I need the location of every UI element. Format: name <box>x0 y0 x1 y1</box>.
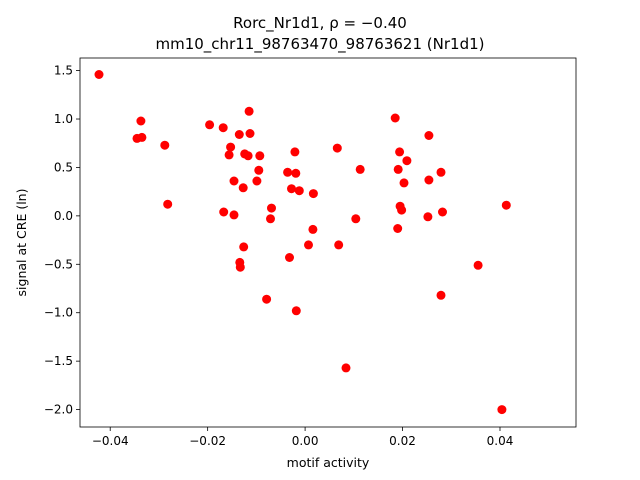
data-point <box>136 116 146 126</box>
data-point <box>402 156 412 166</box>
data-point <box>255 151 265 161</box>
data-point <box>424 175 434 185</box>
data-point <box>355 164 365 174</box>
data-point <box>438 207 447 217</box>
data-point <box>285 253 294 262</box>
data-point <box>473 260 483 270</box>
data-point <box>219 207 229 217</box>
data-point <box>266 214 275 224</box>
data-point <box>235 262 245 272</box>
x-axis-label: motif activity <box>287 455 370 470</box>
x-tick-label: 0.00 <box>292 434 319 448</box>
data-point <box>334 240 344 250</box>
y-axis-label: signal at CRE (ln) <box>14 189 29 297</box>
data-point <box>308 224 318 234</box>
data-point <box>252 176 262 186</box>
data-points <box>94 70 511 415</box>
plot-area-frame <box>79 57 577 428</box>
y-tick-label: 0.5 <box>54 160 73 174</box>
x-tick-label: −0.02 <box>189 434 226 448</box>
data-point <box>218 123 228 133</box>
data-point <box>393 224 403 233</box>
data-point <box>163 199 173 209</box>
x-tick-label: 0.02 <box>389 434 416 448</box>
data-point <box>137 132 147 142</box>
data-point <box>501 200 511 210</box>
chart-title-line1: Rorc_Nr1d1, ρ = −0.40 <box>233 14 407 33</box>
data-point <box>94 70 104 79</box>
data-point <box>290 147 300 157</box>
y-tick-label: −1.0 <box>44 306 73 320</box>
data-point <box>436 290 446 300</box>
data-point <box>267 203 276 213</box>
data-point <box>397 205 407 215</box>
x-axis-ticks: −0.04 −0.02 0.00 0.02 0.04 <box>92 427 514 448</box>
data-point <box>160 140 170 150</box>
data-point <box>244 106 254 116</box>
data-point <box>393 164 403 174</box>
data-point <box>423 212 433 222</box>
y-axis-ticks: 1.5 1.0 0.5 0.0 −0.5 −1.0 −1.5 −2.0 <box>44 64 80 417</box>
data-point <box>254 165 264 175</box>
data-point <box>243 151 253 161</box>
data-point <box>332 143 342 153</box>
data-point <box>308 189 318 199</box>
data-point <box>238 183 248 193</box>
data-point <box>224 150 234 160</box>
data-point <box>497 405 507 415</box>
data-point <box>291 168 301 178</box>
x-tick-label: −0.04 <box>92 434 129 448</box>
data-point <box>341 363 351 373</box>
y-tick-label: 1.5 <box>54 64 73 78</box>
y-tick-label: −0.5 <box>44 257 73 271</box>
data-point <box>390 113 400 123</box>
data-point <box>287 184 296 194</box>
y-tick-label: −1.5 <box>44 354 73 368</box>
data-point <box>351 214 361 224</box>
data-point <box>291 306 301 316</box>
x-tick-label: 0.04 <box>487 434 514 448</box>
y-tick-label: −2.0 <box>44 403 73 417</box>
data-point <box>304 240 313 250</box>
data-point <box>436 167 446 177</box>
data-point <box>239 242 249 252</box>
y-tick-label: 1.0 <box>54 112 73 126</box>
data-point <box>395 147 405 157</box>
chart-title-line2: mm10_chr11_98763470_98763621 (Nr1d1) <box>156 35 485 54</box>
data-point <box>262 294 272 304</box>
data-point <box>205 120 215 130</box>
data-point <box>226 142 236 152</box>
data-point <box>283 167 293 177</box>
data-point <box>245 129 255 138</box>
data-point <box>229 176 239 186</box>
data-point <box>399 178 409 188</box>
data-point <box>234 130 244 139</box>
data-point <box>294 186 304 196</box>
y-tick-label: 0.0 <box>54 209 73 223</box>
data-point <box>229 210 239 220</box>
data-point <box>424 131 434 140</box>
